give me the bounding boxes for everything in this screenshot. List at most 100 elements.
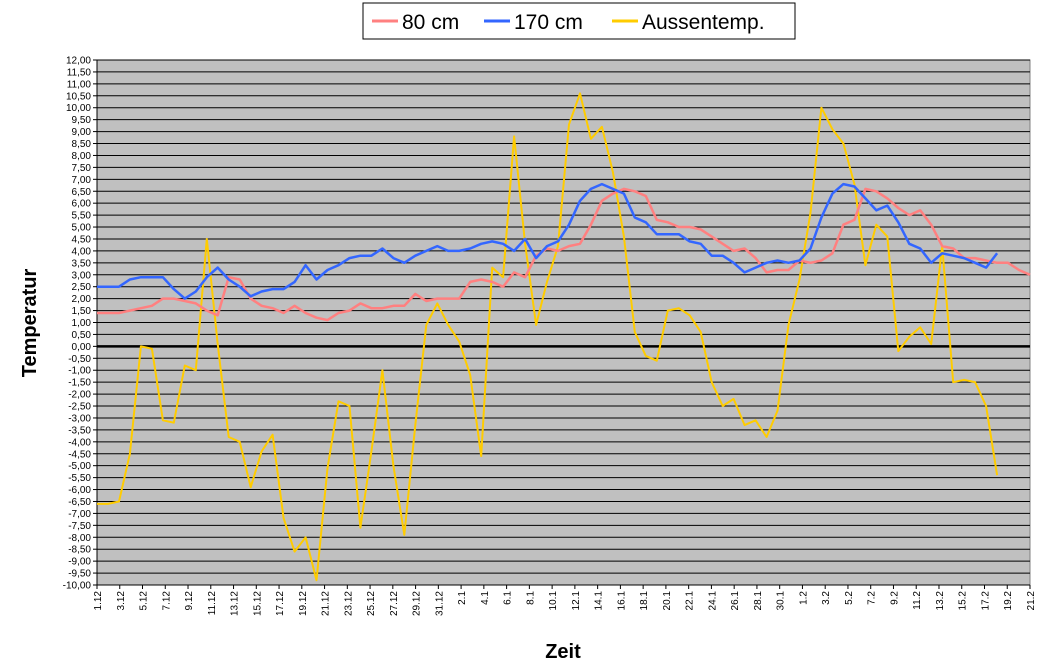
y-tick-label: 2,00	[72, 294, 92, 305]
x-tick-label: 14.1	[594, 591, 605, 611]
y-tick-label: -8,50	[68, 545, 91, 556]
y-tick-label: 8,50	[72, 139, 92, 150]
series-line-80-cm	[97, 187, 1031, 322]
x-tick-label: 3.12	[116, 591, 127, 611]
x-tick-label: 21.12	[321, 591, 332, 616]
x-axis-title: Zeit	[545, 641, 581, 663]
y-tick-label: -1,00	[68, 366, 91, 377]
x-tick-label: 3.2	[821, 591, 832, 605]
y-tick-label: -8,00	[68, 533, 91, 544]
y-tick-label: 9,00	[72, 127, 92, 138]
x-tick-label: 20.1	[662, 591, 673, 611]
series-lines	[97, 92, 1031, 582]
y-tick-label: 6,00	[72, 199, 92, 210]
y-tick-label: 4,50	[72, 234, 92, 245]
y-tick-label: 5,50	[72, 211, 92, 222]
x-tick-label: 21.2	[1026, 591, 1037, 611]
legend-label: 170 cm	[514, 11, 583, 34]
x-tick-label: 26.1	[730, 591, 741, 611]
x-tick-label: 22.1	[685, 591, 696, 611]
x-tick-label: 15.12	[252, 591, 263, 616]
y-tick-label: 11,00	[67, 79, 92, 90]
legend-box	[362, 2, 796, 40]
x-tick-label: 23.12	[343, 591, 354, 616]
legend-label: 80 cm	[402, 11, 459, 34]
y-tick-label: 10,00	[66, 103, 91, 114]
x-tick-label: 9.12	[184, 591, 195, 611]
x-tick-label: 13.2	[935, 591, 946, 611]
y-tick-label: -5,50	[68, 473, 91, 484]
y-tick-label: 1,50	[72, 306, 92, 317]
y-tick-label: 2,50	[72, 282, 92, 293]
y-tick-label: 7,50	[72, 163, 92, 174]
x-tick-label: 10.1	[548, 591, 559, 611]
y-tick-label: 7,00	[72, 175, 92, 186]
x-tick-label: 30.1	[776, 591, 787, 611]
y-tick-label: -7,50	[68, 521, 91, 532]
x-tick-label: 28.1	[753, 591, 764, 611]
x-tick-label: 24.1	[707, 591, 718, 611]
legend-label: Aussentemp.	[642, 11, 765, 34]
y-tick-label: -6,50	[68, 497, 91, 508]
x-tick-label: 17.12	[275, 591, 286, 616]
x-tick-label: 2.1	[457, 591, 468, 605]
y-tick-label: -1,50	[68, 378, 91, 389]
x-tick-label: 17.2	[980, 591, 991, 611]
x-tick-label: 13.12	[230, 591, 241, 616]
x-tick-label: 8.1	[525, 591, 536, 605]
x-tick-label: 1.12	[93, 591, 104, 611]
y-tick-label: 3,00	[72, 270, 92, 281]
x-tick-label: 11.12	[207, 591, 218, 616]
y-tick-label: -3,00	[68, 413, 91, 424]
x-tick-label: 5.12	[139, 591, 150, 611]
y-tick-label: -7,00	[68, 509, 91, 520]
y-axis: -10,00-9,50-9,00-8,50-8,00-7,50-7,00-6,5…	[63, 56, 98, 592]
x-tick-label: 5.2	[844, 591, 855, 605]
y-tick-label: -10,00	[63, 581, 92, 592]
y-tick-label: 3,50	[72, 258, 92, 269]
y-tick-label: 1,00	[72, 318, 92, 329]
y-tick-label: 11,50	[67, 67, 92, 78]
y-tick-label: -0,50	[68, 354, 91, 365]
y-tick-label: -2,00	[68, 390, 91, 401]
y-tick-label: -3,50	[68, 425, 91, 436]
x-tick-label: 31.12	[434, 591, 445, 616]
y-tick-label: 12,00	[66, 56, 91, 67]
x-tick-label: 4.1	[480, 591, 491, 605]
y-tick-label: -9,00	[68, 557, 91, 568]
x-tick-label: 1.2	[798, 591, 809, 605]
series-line-170-cm	[97, 182, 999, 300]
y-tick-label: 8,00	[72, 151, 92, 162]
x-tick-label: 11.2	[912, 591, 923, 610]
x-tick-label: 18.1	[639, 591, 650, 611]
x-tick-label: 9.2	[889, 591, 900, 605]
x-axis: 1.12 3.12 5.12 7.12 9.12 11.12 13.12 15.12 17.12…	[93, 585, 1037, 616]
x-tick-label: 7.2	[867, 591, 878, 605]
x-tick-label: 16.1	[616, 591, 627, 611]
y-tick-label: 10,50	[66, 91, 91, 102]
x-tick-label: 6.1	[503, 591, 514, 605]
y-tick-label: -2,50	[68, 402, 91, 413]
x-tick-label: 7.12	[161, 591, 172, 611]
x-tick-label: 27.12	[389, 591, 400, 616]
x-tick-label: 12.1	[571, 591, 582, 611]
y-tick-label: 9,50	[72, 115, 92, 126]
y-tick-label: 6,50	[72, 187, 92, 198]
legend: 80 cm 170 cm Aussentemp.	[362, 2, 796, 40]
x-tick-label: 19.12	[298, 591, 309, 616]
x-tick-label: 29.12	[412, 591, 423, 616]
y-tick-label: 4,00	[72, 246, 92, 257]
y-axis-title: Temperatur	[19, 269, 41, 378]
y-tick-label: 0,50	[72, 330, 92, 341]
x-tick-label: 15.2	[958, 591, 969, 611]
y-tick-label: -9,50	[68, 569, 91, 580]
y-tick-label: 5,00	[72, 223, 92, 234]
x-tick-label: 19.2	[1003, 591, 1014, 611]
y-tick-label: -5,00	[68, 461, 91, 472]
y-tick-label: -4,00	[68, 437, 91, 448]
y-tick-label: -6,00	[68, 485, 91, 496]
x-tick-label: 25.12	[366, 591, 377, 616]
series-line-aussentemp	[97, 92, 999, 582]
y-tick-label: -4,50	[68, 449, 91, 460]
